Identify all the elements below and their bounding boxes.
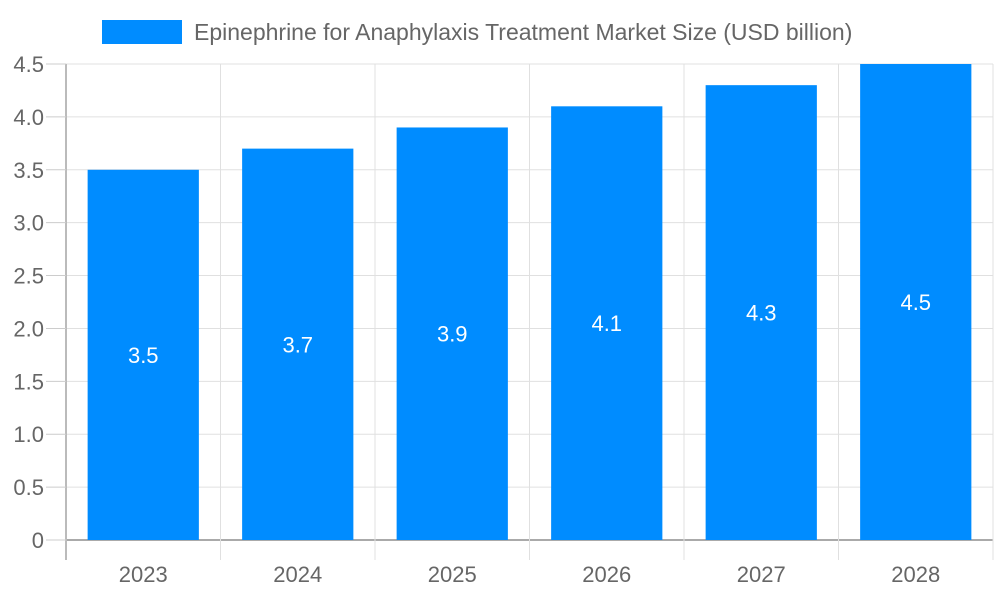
y-tick-label: 0 [32, 528, 44, 553]
data-label: 3.7 [282, 332, 313, 357]
y-tick-label: 3.5 [13, 158, 44, 183]
y-tick-label: 4.0 [13, 105, 44, 130]
y-tick-label: 1.0 [13, 422, 44, 447]
x-tick-label: 2025 [428, 562, 477, 587]
grid [65, 63, 994, 560]
data-label: 4.1 [591, 311, 622, 336]
x-tick-label: 2027 [737, 562, 786, 587]
legend[interactable]: Epinephrine for Anaphylaxis Treatment Ma… [102, 19, 852, 45]
y-tick-label: 2.5 [13, 264, 44, 289]
legend-label: Epinephrine for Anaphylaxis Treatment Ma… [194, 19, 852, 45]
y-tick-label: 1.5 [13, 369, 44, 394]
bar-2025 [396, 127, 508, 540]
data-label: 3.9 [437, 322, 468, 347]
bar-2026 [551, 106, 663, 541]
y-tick-label: 3.0 [13, 211, 44, 236]
y-tick-label: 0.5 [13, 475, 44, 500]
bars: 3.5 3.7 3.9 4.1 4.3 4.5 [87, 64, 972, 541]
x-tick-label: 2023 [119, 562, 168, 587]
data-label: 4.5 [900, 290, 931, 315]
bar-2028 [860, 64, 972, 540]
x-tick-label: 2024 [273, 562, 322, 587]
x-tick-label: 2028 [891, 562, 940, 587]
bar-2023 [87, 169, 199, 540]
axes: 0 0.5 1.0 1.5 2.0 2.5 3.0 3.5 4.0 4.5 2023 2024 2025… [13, 52, 940, 587]
legend-swatch [102, 20, 182, 44]
data-label: 3.5 [128, 343, 159, 368]
bar-2024 [242, 148, 354, 540]
bar-2027 [705, 85, 817, 541]
y-tick-label: 4.5 [13, 52, 44, 77]
y-tick-label: 2.0 [13, 316, 44, 341]
data-label: 4.3 [746, 301, 777, 326]
x-tick-label: 2026 [582, 562, 631, 587]
